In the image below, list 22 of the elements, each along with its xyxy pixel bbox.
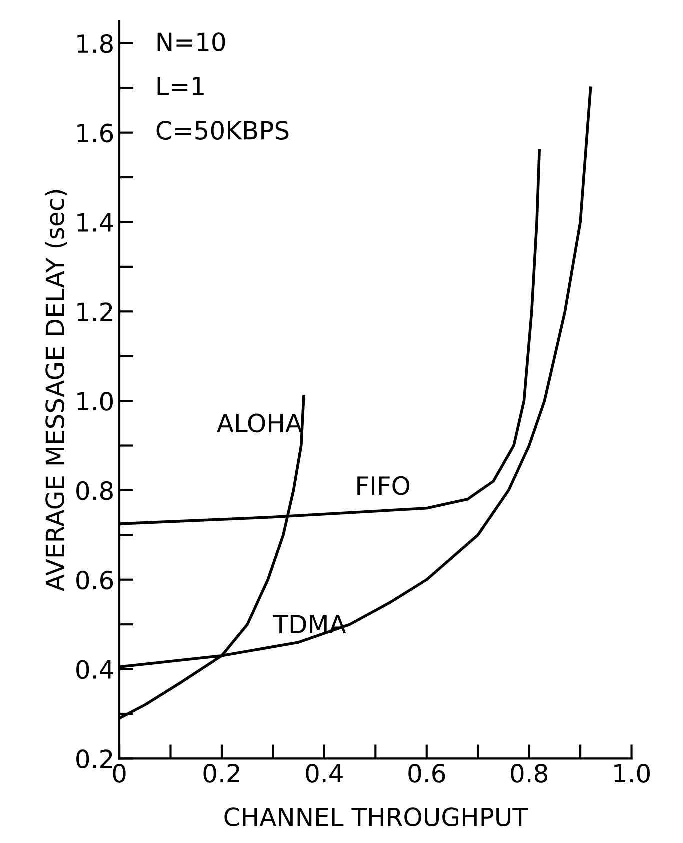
- annotation: L=1: [158, 77, 204, 96]
- y-axis-title: AVERAGE MESSAGE DELAY (sec): [45, 190, 68, 592]
- x-tick-label: 0.4: [306, 764, 343, 783]
- y-tick-label: 1.0: [78, 392, 114, 411]
- y-tick-label: 1.2: [78, 302, 112, 322]
- y-tick-label: 1.4: [78, 214, 114, 232]
- y-tick-label: 0.4: [76, 660, 114, 680]
- y-tick-label: 0.8: [76, 481, 113, 500]
- y-tick-label: 1.6: [78, 124, 114, 143]
- y-tick-label: 0.6: [76, 570, 114, 590]
- y-tick-label: 1.8: [78, 34, 113, 54]
- annotation: C=50KBPS: [156, 121, 289, 140]
- x-tick-label: 0.8: [511, 764, 548, 783]
- y-tick-label: 0.2: [76, 750, 112, 769]
- x-axis-title: CHANNEL THROUGHPUT: [224, 808, 528, 827]
- x-tick-label: 1.0: [614, 764, 650, 783]
- x-tick-label: 0.6: [408, 764, 446, 783]
- series-label: ALOHA: [217, 414, 302, 433]
- series-label: FIFO: [358, 476, 410, 496]
- x-tick-label: 0.2: [204, 764, 240, 783]
- x-tick-label: 0: [113, 764, 126, 783]
- annotation: N=10: [158, 32, 226, 52]
